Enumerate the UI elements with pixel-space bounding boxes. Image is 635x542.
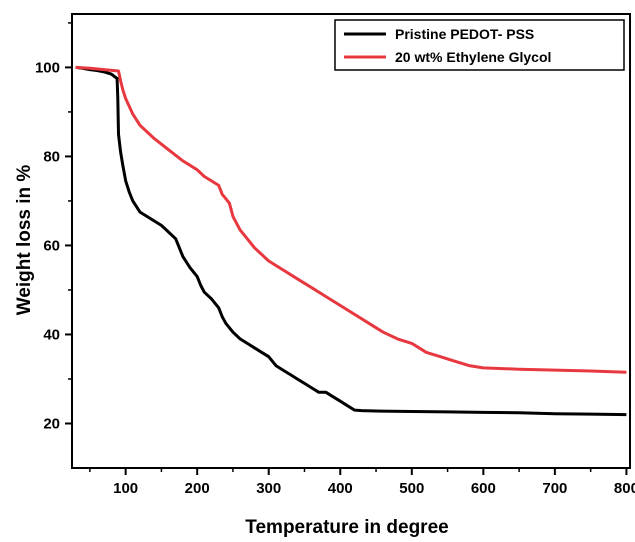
x-tick-label: 100 (113, 480, 138, 497)
x-tick-label: 400 (328, 480, 353, 497)
y-tick-label: 40 (43, 326, 60, 343)
x-tick-label: 800 (614, 480, 635, 497)
x-tick-label: 700 (542, 480, 567, 497)
plot-frame (71, 13, 631, 469)
legend: Pristine PEDOT- PSS 20 wt% Ethylene Glyco… (334, 19, 625, 71)
legend-label-0: Pristine PEDOT- PSS (395, 26, 534, 42)
series-layer (75, 65, 627, 417)
x-tick-label: 500 (399, 480, 424, 497)
y-axis-title: Weight loss in % (14, 165, 35, 316)
legend-box (334, 19, 625, 71)
y-tick-label: 100 (35, 59, 60, 76)
series-line-1 (75, 65, 627, 374)
legend-label-1: 20 wt% Ethylene Glycol (395, 49, 551, 65)
series-line-0 (75, 65, 627, 417)
plot-border (71, 13, 631, 469)
y-axis: 20 40 60 80 100 (35, 22, 72, 432)
x-tick-label: 300 (256, 480, 281, 497)
x-axis-title: Temperature in degree (245, 517, 448, 538)
y-tick-label: 20 (43, 415, 60, 432)
x-tick-label: 600 (471, 480, 496, 497)
y-tick-label: 80 (43, 148, 60, 165)
x-tick-label: 200 (185, 480, 210, 497)
x-axis: 100 200 300 400 500 600 700 800 (89, 468, 635, 497)
y-tick-label: 60 (43, 237, 60, 254)
